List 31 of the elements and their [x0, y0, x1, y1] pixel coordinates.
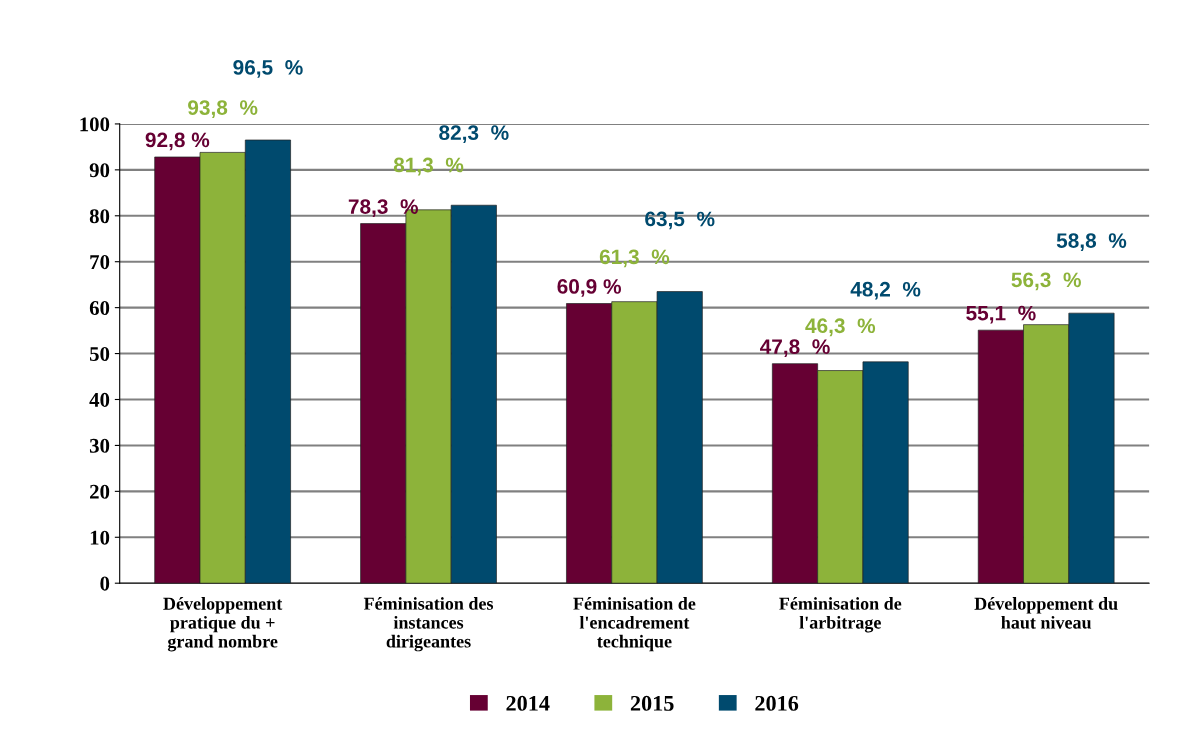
y-tick-label: 50 [89, 346, 110, 361]
y-tick-label: 20 [90, 484, 110, 499]
y-tick-label: 100 [80, 117, 110, 132]
data-label: 92,8 % [145, 132, 210, 151]
x-tick-label: Développement pratique du + grand nombre [163, 597, 283, 652]
data-label: 60,9 % [557, 279, 621, 297]
data-label: 82,3 % [439, 125, 509, 144]
data-label: 93,8 % [188, 100, 258, 118]
legend-label: 2016 [755, 695, 799, 711]
x-tick-label: Féminisation de l'arbitrage [779, 597, 902, 633]
y-tick-label: 70 [90, 255, 110, 270]
y-tick-label: 80 [89, 209, 110, 224]
y-tick-label: 30 [89, 438, 110, 453]
data-label: 48,2 % [850, 281, 921, 300]
y-tick-label: 10 [90, 530, 110, 545]
x-tick-label: Féminisation des instances dirigeantes [363, 597, 494, 652]
y-tick-label: 0 [100, 576, 110, 591]
legend-label: 2015 [630, 695, 674, 711]
y-tick-label: 90 [89, 163, 110, 178]
data-label: 96,5 % [233, 60, 303, 78]
data-label: 47,8 % [759, 339, 830, 358]
y-tick-label: 40 [89, 392, 110, 407]
data-label: 56,3 % [1011, 272, 1081, 291]
x-tick-label: Féminisation de l'encadrement technique [573, 597, 696, 652]
data-label: 55,1 % [966, 305, 1036, 324]
x-tick-label: Développement du haut niveau [974, 597, 1118, 629]
y-tick-label: 60 [89, 301, 110, 316]
legend-label: 2014 [506, 695, 550, 711]
data-label: 46,3 % [805, 318, 876, 337]
data-label: 58,8 % [1056, 233, 1127, 251]
data-label: 63,5 % [645, 211, 715, 230]
